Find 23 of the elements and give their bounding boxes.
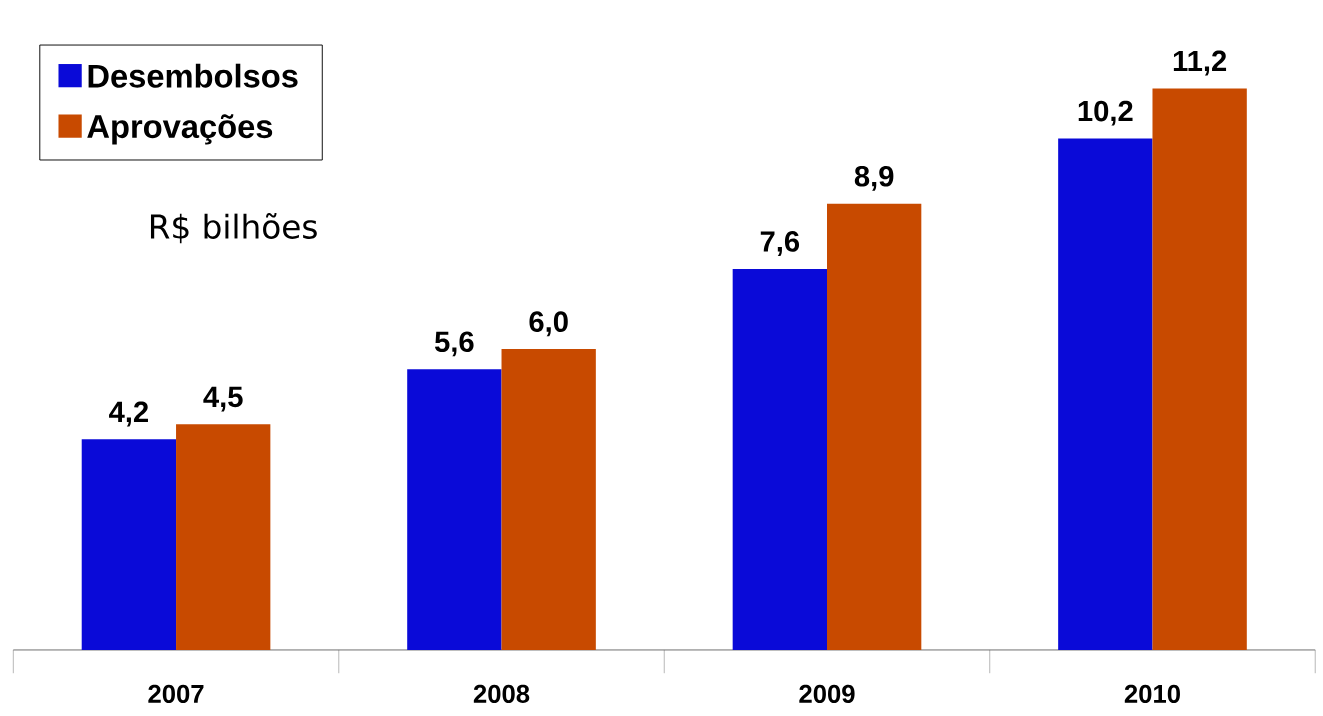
bar <box>827 203 922 650</box>
data-label: 10,2 <box>1078 100 1133 126</box>
bar <box>81 439 177 650</box>
data-label: 6,0 <box>529 311 568 336</box>
data-label: 4,5 <box>203 386 243 412</box>
data-label: 4,2 <box>109 401 148 427</box>
bar <box>407 368 502 650</box>
bar <box>1152 88 1247 650</box>
bar <box>732 268 827 650</box>
annotation: R$ bilhões <box>150 212 317 244</box>
x-tick-label: 2007 <box>148 684 204 703</box>
legend-label: Desembolsos <box>88 63 298 88</box>
x-tick-label: 2010 <box>1124 684 1180 703</box>
bar <box>501 348 596 650</box>
bar <box>1058 138 1153 650</box>
data-label: 7,6 <box>760 230 800 256</box>
legend-label: Aprovações <box>87 114 273 145</box>
data-label: 11,2 <box>1173 50 1227 76</box>
data-label: 8,9 <box>854 165 894 191</box>
x-tick-label: 2008 <box>473 684 530 703</box>
bar <box>176 424 271 650</box>
x-tick-label: 2009 <box>799 684 855 703</box>
data-label: 5,6 <box>434 331 474 357</box>
